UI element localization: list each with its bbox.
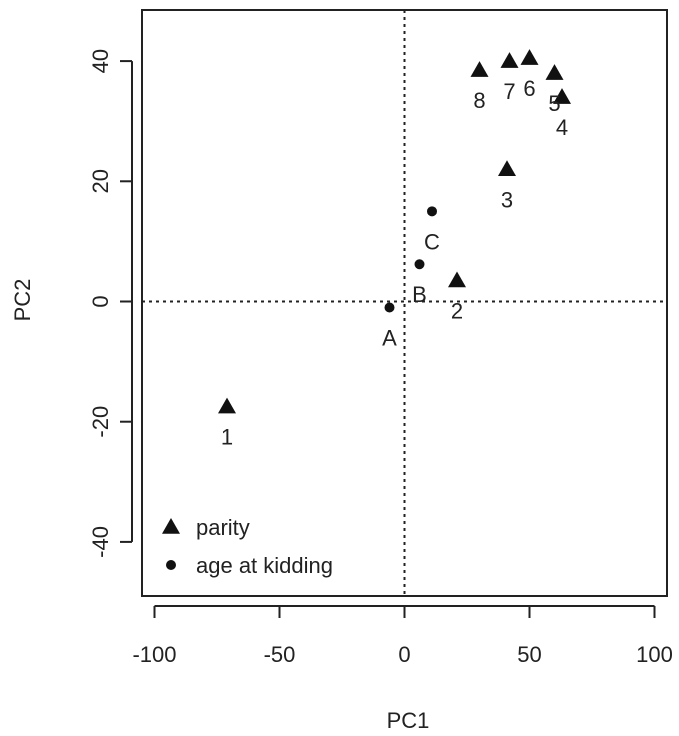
legend-circle-icon: [166, 560, 176, 570]
y-tick-label: 0: [88, 295, 113, 307]
x-tick-label: 50: [517, 642, 541, 667]
legend-label: parity: [196, 515, 250, 540]
x-axis: -100 -50 0 50 100: [132, 605, 673, 667]
point-label-B: B: [412, 282, 427, 307]
point-label-7: 7: [503, 79, 515, 104]
x-tick-label: -100: [132, 642, 176, 667]
legend: parity age at kidding: [162, 515, 333, 578]
age-point-B: [414, 259, 425, 270]
point-label-6: 6: [523, 76, 535, 101]
y-axis: -40 -20 0 20 40: [88, 49, 133, 558]
parity-point-7: [500, 52, 519, 68]
y-axis-title: PC2: [10, 279, 35, 322]
age-point-C: [427, 206, 437, 217]
age-point-A: [384, 302, 395, 313]
parity-point-6: [520, 49, 539, 65]
point-label-4: 4: [556, 115, 568, 140]
point-label-A: A: [382, 326, 397, 351]
parity-point-3: [498, 160, 516, 177]
parity-point-1: [218, 397, 236, 414]
legend-label: age at kidding: [196, 553, 333, 578]
y-tick-label: 20: [88, 169, 113, 193]
x-tick-label: -50: [264, 642, 296, 667]
point-label-C: C: [424, 229, 440, 254]
y-tick-label: -20: [88, 406, 113, 438]
parity-point-4: [553, 88, 571, 104]
point-label-8: 8: [473, 88, 485, 113]
reference-lines: [142, 10, 667, 596]
x-axis-title: PC1: [387, 708, 430, 733]
x-tick-label: 0: [398, 642, 410, 667]
parity-point-8: [470, 61, 489, 77]
y-tick-label: 40: [88, 49, 113, 73]
point-label-2: 2: [451, 298, 463, 323]
point-label-1: 1: [221, 425, 233, 450]
parity-point-5: [545, 64, 564, 80]
y-tick-label: -40: [88, 526, 113, 558]
legend-triangle-icon: [162, 518, 180, 534]
parity-point-2: [448, 271, 466, 288]
x-tick-label: 100: [636, 642, 673, 667]
point-label-5: 5: [548, 91, 560, 116]
point-label-3: 3: [501, 187, 513, 212]
